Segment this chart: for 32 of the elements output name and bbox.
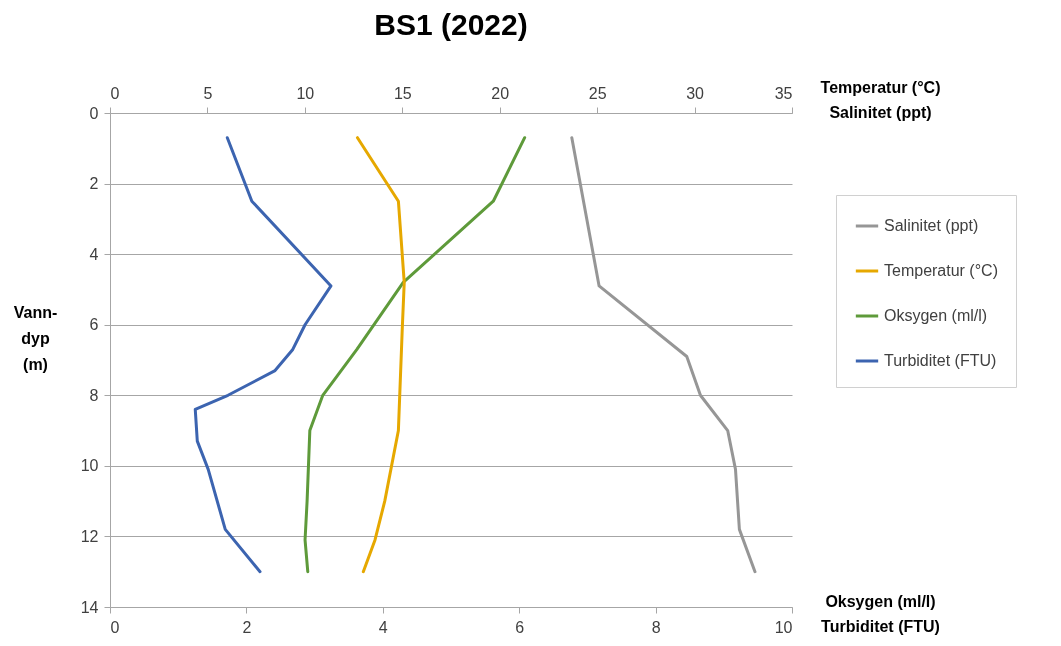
legend-label: Turbiditet (FTU) <box>884 352 997 369</box>
x2-tick-label: 25 <box>588 84 607 102</box>
y-tick-label: 6 <box>89 316 99 334</box>
x-axis-title: Oksygen (ml/l) Turbiditet (FTU) <box>821 592 940 635</box>
x2-tick-label: 10 <box>296 84 315 102</box>
x-tick-label: 4 <box>378 618 388 636</box>
y-tick-label: 4 <box>89 245 99 263</box>
x2-tick-label: 20 <box>491 84 510 102</box>
x2-tick-label: 0 <box>110 84 120 102</box>
x2-tick-label: 15 <box>393 84 412 102</box>
y-tick-label: 2 <box>89 175 99 193</box>
y-tick-label: 0 <box>89 104 99 122</box>
x2-tick-label: 5 <box>203 84 213 102</box>
y-tick-label: 14 <box>80 598 99 616</box>
legend-label: Salinitet (ppt) <box>884 217 979 234</box>
x-tick-label: 10 <box>774 618 793 636</box>
legend-label: Oksygen (ml/l) <box>884 307 988 324</box>
y-tick-label: 12 <box>80 527 99 545</box>
y-tick-label: 8 <box>89 386 99 404</box>
x-tick-label: 8 <box>651 618 661 636</box>
legend-label: Temperatur (°C) <box>884 262 998 279</box>
y-tick-label: 10 <box>80 457 99 475</box>
y-axis-title: Vann- dyp (m) <box>13 303 58 373</box>
line-series <box>303 136 527 574</box>
chart-title: BS1 (2022) <box>374 8 528 41</box>
x2-tick-label: 30 <box>686 84 705 102</box>
x2-axis-title: Temperatur (°C) Salinitet (ppt) <box>820 78 941 121</box>
x-tick-label: 6 <box>515 618 525 636</box>
x-tick-label: 0 <box>110 618 120 636</box>
x2-tick-label: 35 <box>774 84 793 102</box>
x-tick-label: 2 <box>242 618 252 636</box>
line-series <box>193 136 333 574</box>
